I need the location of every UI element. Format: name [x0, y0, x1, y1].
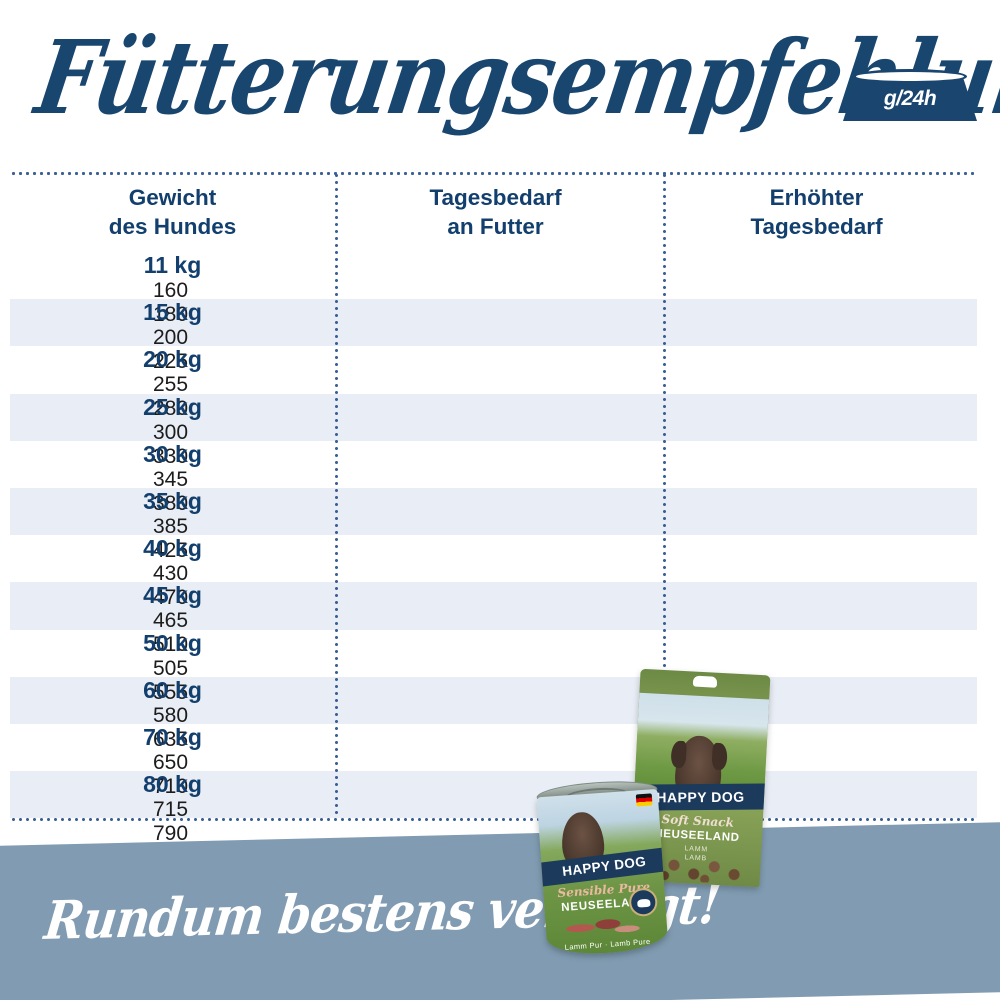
cell-increased-need: 280 [152, 397, 189, 421]
dog-bowl-icon: g/24h [843, 69, 977, 121]
header: Fütterungsempfehlung g/24h [0, 0, 1000, 165]
column-divider-1 [335, 172, 338, 818]
can-label-wrap: HAPPY DOG Sensible Pure NEUSEELAND Lamm … [536, 788, 669, 958]
german-flag-icon [635, 793, 653, 807]
table-row: 20 kg 255 280 [10, 346, 977, 420]
table-header-row: Gewicht des Hundes Tagesbedarf an Futter… [10, 172, 977, 252]
cell-daily-need: 430 [152, 562, 189, 586]
cell-daily-need: 255 [152, 373, 189, 397]
feeding-table: Gewicht des Hundes Tagesbedarf an Futter… [10, 172, 977, 845]
cell-weight: 20 kg [143, 346, 202, 373]
cell-increased-need: 710 [152, 774, 189, 798]
cell-increased-need: 330 [152, 444, 189, 468]
page-title: Fütterungsempfehlung [28, 18, 1000, 138]
cell-daily-need: 465 [152, 609, 189, 633]
table-row: 45 kg 465 510 [10, 582, 977, 656]
cell-daily-need: 345 [152, 467, 189, 491]
column-header-weight: Gewicht des Hundes [10, 183, 335, 241]
column-header-weight-line2: des Hundes [108, 214, 237, 239]
table-row: 30 kg 345 380 [10, 440, 977, 515]
table-row: 80 kg 715 790 [10, 771, 977, 845]
table-body: 11 kg 160 180 15 kg 200 225 20 kg 255 280 25 kg 30… [10, 252, 977, 845]
column-header-need-high: Erhöhter Tagesbedarf [656, 183, 977, 241]
cell-increased-need: 470 [152, 586, 189, 610]
cell-increased-need: 790 [152, 822, 189, 846]
cell-weight: 15 kg [143, 299, 202, 326]
cell-increased-need: 635 [152, 727, 189, 751]
table-row: 70 kg 650 710 [10, 723, 977, 798]
column-header-need-line2: an Futter [447, 214, 544, 239]
column-header-weight-line1: Gewicht [128, 185, 217, 210]
cell-weight: 45 kg [143, 582, 202, 609]
cell-daily-need: 505 [152, 656, 189, 680]
column-header-need-high-line2: Tagesbedarf [750, 214, 883, 239]
cell-increased-need: 510 [152, 633, 189, 657]
cell-weight: 35 kg [143, 487, 202, 514]
cell-weight: 60 kg [143, 676, 202, 703]
cell-weight: 25 kg [143, 393, 202, 420]
cell-increased-need: 380 [152, 491, 189, 515]
product-images: HAPPY DOG Soft Snack NEUSEELAND LAMM LAM… [535, 668, 780, 972]
table-row: 11 kg 160 180 [10, 252, 977, 326]
column-header-need: Tagesbedarf an Futter [335, 183, 656, 241]
cell-daily-need: 200 [152, 326, 189, 350]
bowl-rim-shape [853, 69, 967, 84]
bowl-unit-label: g/24h [883, 87, 937, 110]
cell-daily-need: 160 [152, 279, 189, 302]
cell-weight: 11 kg [143, 252, 202, 278]
cell-increased-need: 555 [152, 680, 189, 704]
column-header-need-high-line1: Erhöhter [769, 185, 864, 210]
cell-daily-need: 715 [152, 798, 189, 822]
cell-weight: 50 kg [143, 629, 202, 656]
cell-daily-need: 385 [152, 514, 189, 538]
cell-daily-need: 650 [152, 750, 189, 774]
table-row: 15 kg 200 225 [10, 299, 977, 373]
cell-daily-need: 300 [152, 420, 189, 444]
cell-daily-need: 580 [152, 703, 189, 727]
table-row: 25 kg 300 330 [10, 393, 977, 468]
cell-weight: 30 kg [143, 440, 202, 467]
column-header-need-line1: Tagesbedarf [429, 185, 562, 210]
cell-increased-need: 225 [152, 350, 189, 374]
table-row: 35 kg 385 425 [10, 487, 977, 562]
product-can-sensible-pure: HAPPY DOG Sensible Pure NEUSEELAND Lamm … [534, 777, 671, 964]
pouch-hang-hole-icon [692, 675, 718, 688]
cell-increased-need: 180 [152, 303, 189, 326]
cell-weight: 40 kg [143, 535, 202, 562]
cell-weight: 70 kg [143, 723, 202, 750]
table-row: 60 kg 580 635 [10, 676, 977, 751]
cell-increased-need: 425 [152, 538, 189, 562]
column-divider-2 [663, 172, 666, 818]
table-row: 40 kg 430 470 [10, 535, 977, 609]
table-row: 50 kg 505 555 [10, 629, 977, 704]
cell-weight: 80 kg [143, 771, 202, 798]
